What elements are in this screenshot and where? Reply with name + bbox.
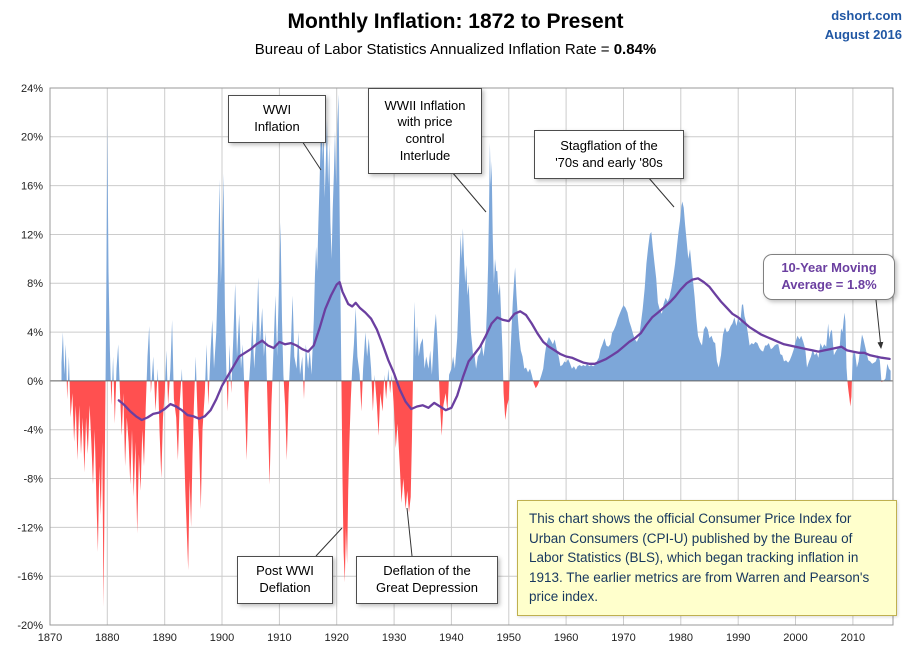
chart-subtitle: Bureau of Labor Statistics Annualized In… (0, 41, 911, 58)
annotation-leader-wwi-inflation (301, 140, 322, 171)
annotation-stagflation: Stagflation of the '70s and early '80s (534, 130, 684, 179)
y-axis-label: -8% (23, 473, 43, 485)
y-axis-label: 16% (21, 180, 43, 192)
inflation-area-negative (61, 380, 891, 607)
x-axis-label: 1870 (38, 632, 62, 644)
x-axis-label: 2000 (783, 632, 807, 644)
annotation-great-depression: Deflation of the Great Depression (356, 556, 498, 604)
subtitle-value: 0.84% (613, 41, 657, 58)
subtitle-text: Bureau of Labor Statistics Annualized In… (254, 41, 614, 58)
chart-note: This chart shows the official Consumer P… (517, 500, 897, 616)
x-axis-label: 2010 (841, 632, 865, 644)
source-site: dshort.com (831, 8, 902, 23)
moving-average-line (117, 277, 891, 422)
x-axis-label: 1910 (267, 632, 291, 644)
y-axis-label: 4% (27, 327, 43, 339)
y-axis-label: 8% (27, 278, 43, 290)
x-axis-label: 1960 (554, 632, 578, 644)
inflation-area-positive (61, 94, 891, 381)
x-axis-label: 1970 (611, 632, 635, 644)
source-block: dshort.com August 2016 (825, 7, 902, 45)
annotation-wwii-inflation: WWII Inflation with price control Interl… (368, 88, 482, 174)
annotation-leader-post-wwi-deflation (315, 527, 343, 557)
y-axis-label: 12% (21, 229, 43, 241)
annotation-post-wwi-deflation: Post WWI Deflation (237, 556, 333, 604)
y-axis-label: -20% (17, 620, 43, 632)
x-axis-label: 1890 (152, 632, 176, 644)
annotation-arrow-ma-label (875, 299, 884, 349)
annotation-wwi-inflation: WWI Inflation (228, 95, 326, 143)
y-axis-label: -16% (17, 571, 43, 583)
source-date: August 2016 (824, 26, 902, 42)
x-axis-label: 1940 (439, 632, 463, 644)
x-axis-label: 1950 (497, 632, 521, 644)
x-axis-label: 1980 (669, 632, 693, 644)
annotation-leader-great-depression (406, 507, 413, 557)
y-axis-label: 0% (27, 376, 43, 388)
x-axis-label: 1920 (324, 632, 348, 644)
y-axis-label: -4% (23, 425, 43, 437)
annotation-leader-stagflation (647, 176, 675, 208)
x-axis-label: 1880 (95, 632, 119, 644)
annotation-leader-wwii-inflation (451, 171, 487, 213)
y-axis-label: -12% (17, 522, 43, 534)
y-axis-label: 20% (21, 132, 43, 144)
x-axis-label: 1930 (382, 632, 406, 644)
x-axis-label: 1900 (210, 632, 234, 644)
annotation-ma-label: 10-Year Moving Average = 1.8% (763, 254, 895, 300)
y-axis-label: 24% (21, 83, 43, 95)
page-title: Monthly Inflation: 1872 to Present (287, 10, 624, 33)
x-axis-label: 1990 (726, 632, 750, 644)
